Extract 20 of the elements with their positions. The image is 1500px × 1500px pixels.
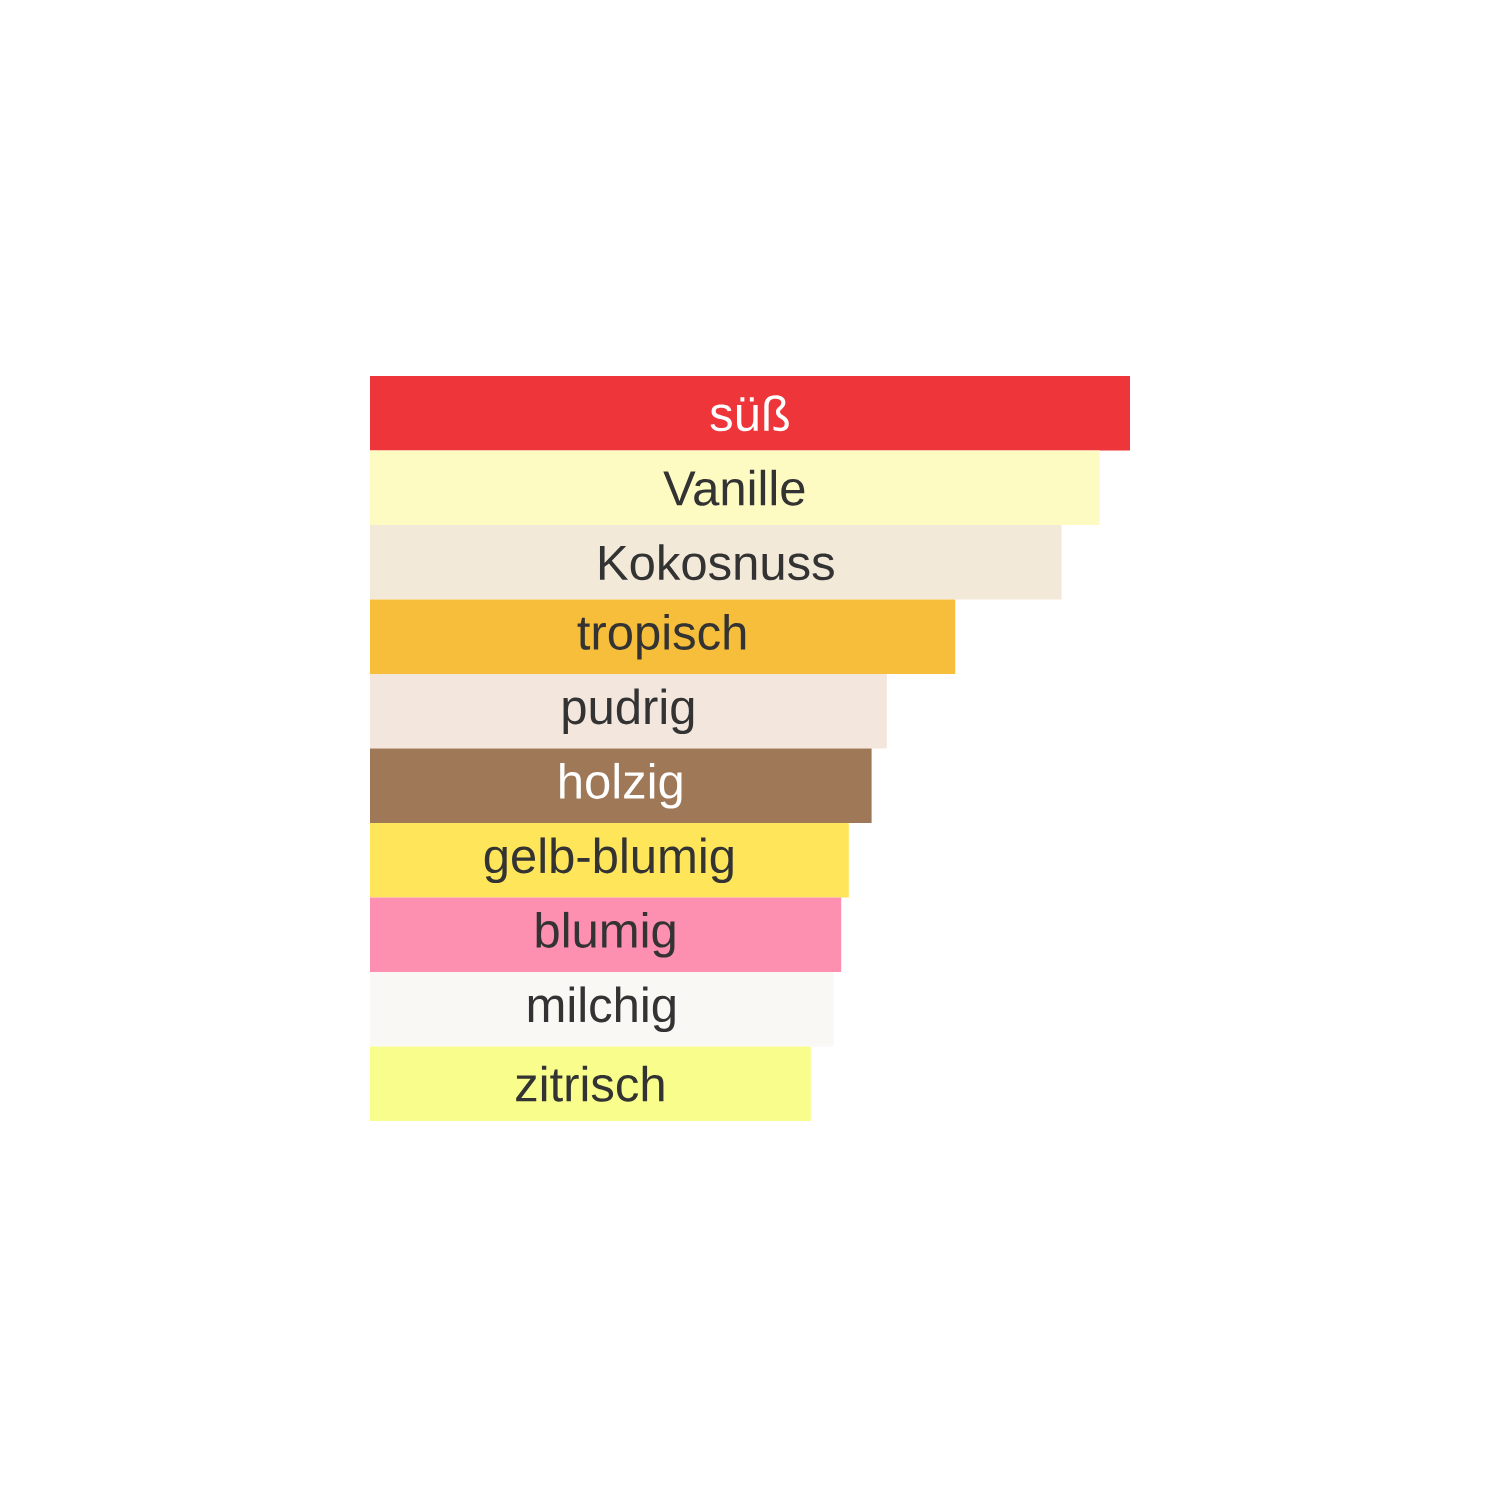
bar	[370, 450, 1100, 525]
bar	[370, 748, 872, 823]
bar	[370, 897, 842, 972]
y-tick-label: zitrisch	[516, 1065, 664, 1102]
bar	[370, 524, 1062, 600]
y-tick-label: pudrig	[563, 688, 694, 735]
y-tick-label: milchig	[528, 986, 675, 1033]
y-tick-label: holzig	[560, 762, 682, 809]
bar	[370, 376, 1131, 451]
y-tick-label: gelb-blumig	[484, 837, 733, 884]
bar	[370, 673, 887, 749]
bar	[370, 599, 956, 674]
bar	[370, 822, 849, 898]
y-tick-label: blumig	[536, 911, 675, 958]
y-tick-label: tropisch	[577, 613, 746, 660]
y-tick-label: süß	[710, 395, 789, 432]
y-tick-label: Vanille	[663, 469, 805, 506]
bar	[370, 1046, 811, 1121]
y-tick-label: Kokosnuss	[599, 544, 834, 581]
bar	[370, 972, 834, 1047]
